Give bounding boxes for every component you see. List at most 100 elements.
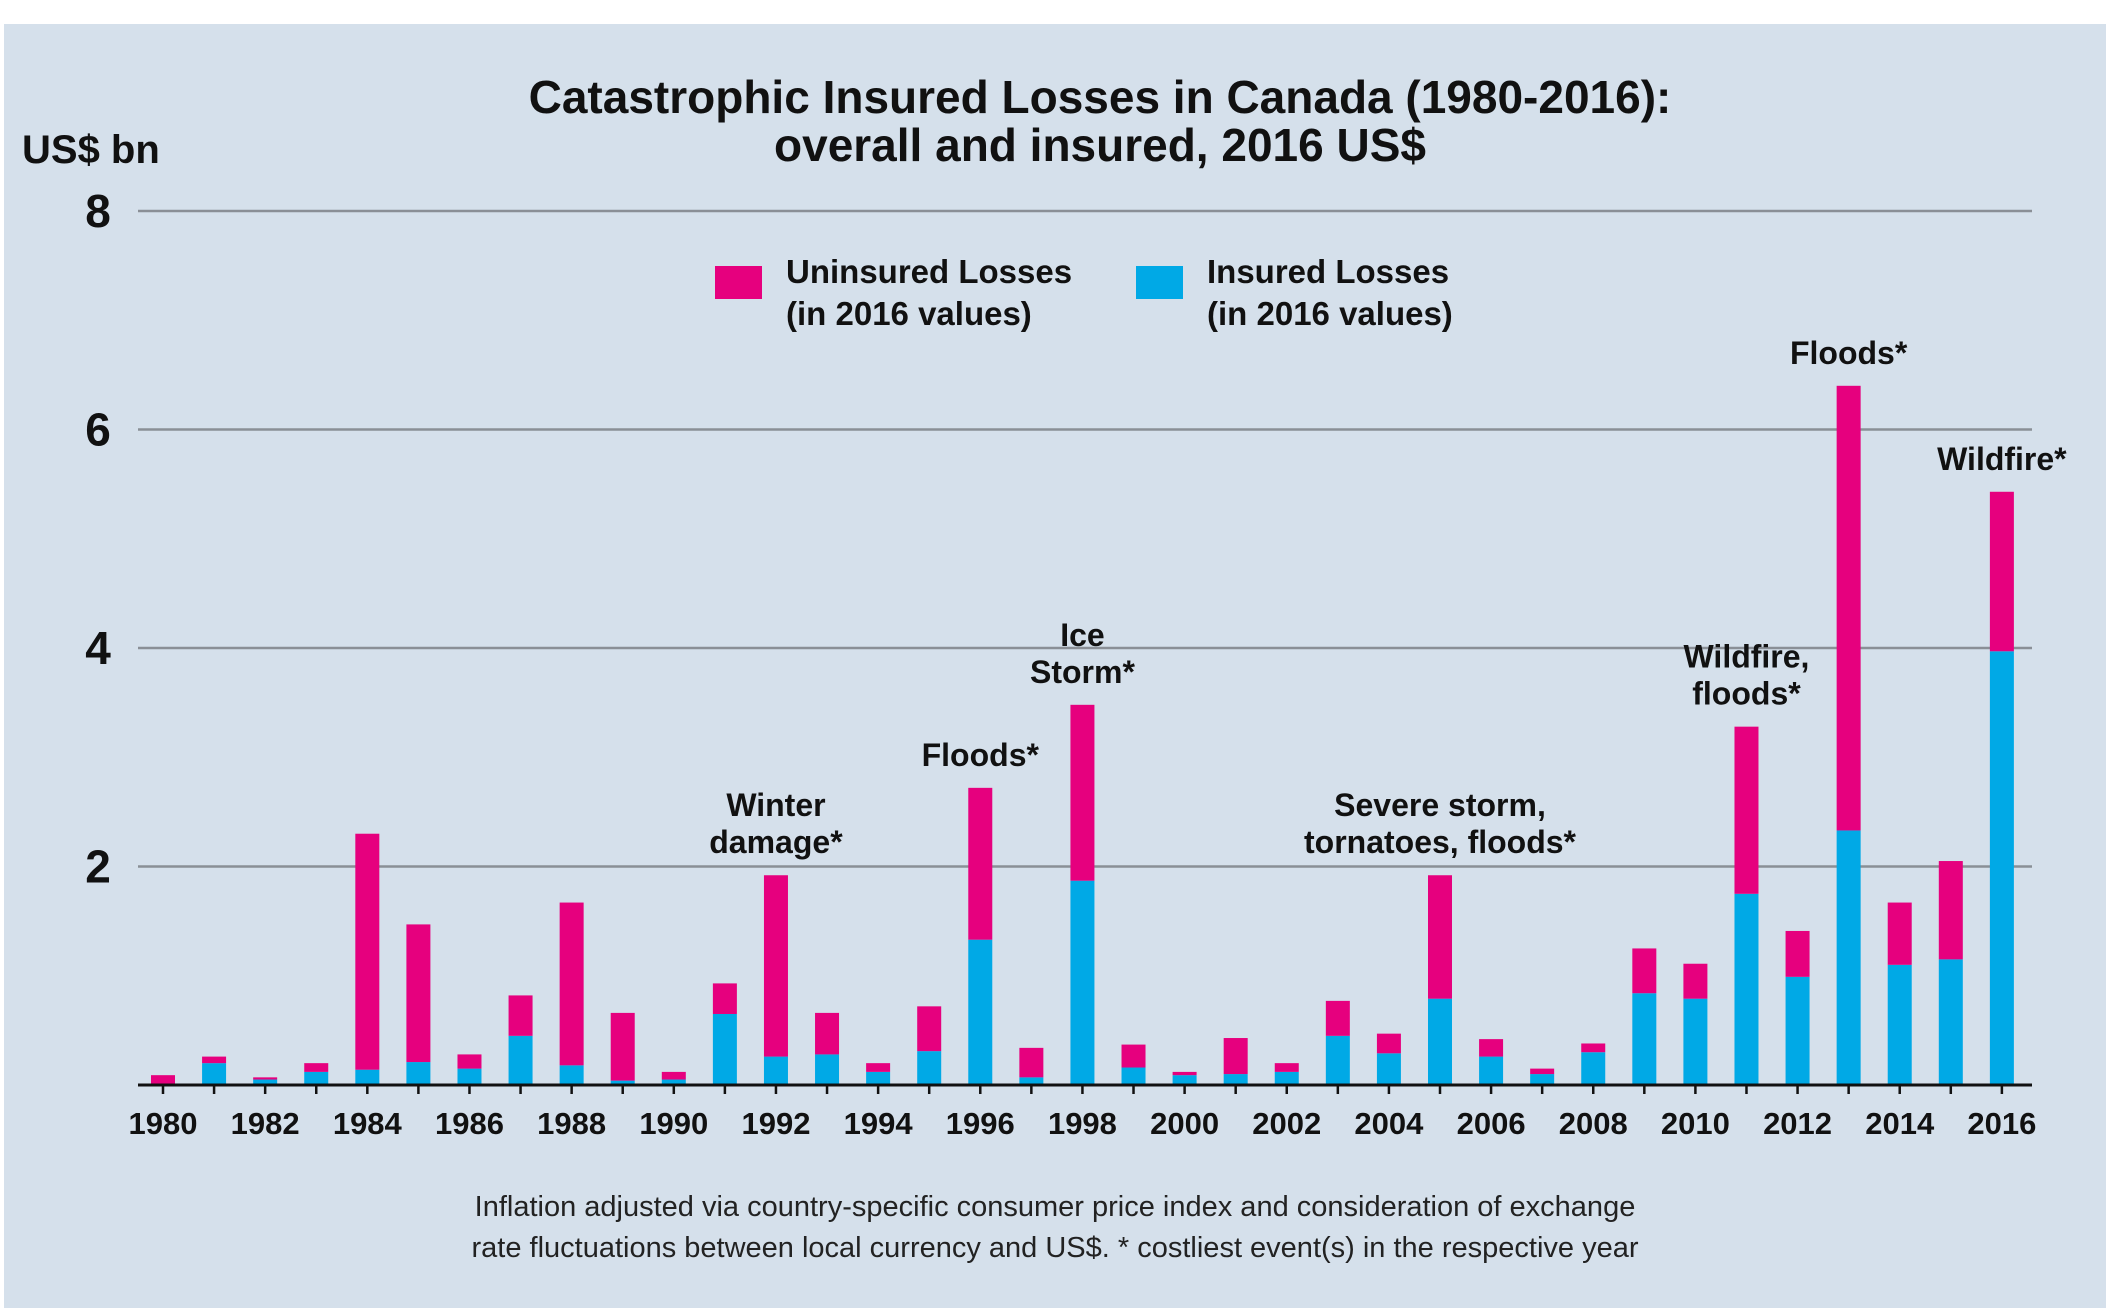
x-tick-label: 2006 <box>1457 1106 1526 1141</box>
bar-uninsured-2003 <box>1325 1000 1350 1036</box>
bar-uninsured-1985 <box>406 924 431 1063</box>
x-tick-label: 2000 <box>1150 1106 1219 1141</box>
chart-title-line1: Catastrophic Insured Losses in Canada (1… <box>529 71 1672 123</box>
bar-uninsured-2007 <box>1530 1068 1555 1075</box>
bar-insured-2016 <box>1989 651 2014 1085</box>
bar-insured-2012 <box>1785 976 1810 1085</box>
bar-uninsured-2009 <box>1632 948 1657 994</box>
annotation-1996: Floods* <box>922 737 1040 773</box>
bar-uninsured-2016 <box>1989 491 2014 652</box>
bar-uninsured-2006 <box>1479 1039 1504 1057</box>
bar-uninsured-1995 <box>917 1006 942 1052</box>
bar-insured-1987 <box>508 1035 533 1085</box>
annotation-1998: Ice <box>1060 617 1104 653</box>
footnote-line2: rate fluctuations between local currency… <box>471 1232 1638 1264</box>
x-axis: 1980 1982 1984 1986 1988 1990 1992 1994 1996 1998… <box>129 1083 2036 1141</box>
chart-title-line2: overall and insured, 2016 US$ <box>774 119 1426 171</box>
annotation-2011: floods* <box>1692 676 1801 712</box>
legend-label-uninsured-sub: (in 2016 values) <box>786 295 1032 332</box>
bar-insured-1985 <box>406 1062 431 1085</box>
bar-insured-1990 <box>661 1079 686 1085</box>
bar-uninsured-1991 <box>712 983 737 1014</box>
bar-uninsured-1987 <box>508 995 533 1036</box>
legend-label-uninsured: Uninsured Losses <box>786 253 1072 290</box>
bar-uninsured-2000 <box>1172 1071 1197 1076</box>
bar-insured-2008 <box>1581 1052 1606 1085</box>
bar-uninsured-1982 <box>253 1077 278 1080</box>
bar-uninsured-1996 <box>968 787 993 940</box>
x-tick-label: 1990 <box>639 1106 708 1141</box>
bar-uninsured-2004 <box>1376 1033 1401 1054</box>
bar-insured-2009 <box>1632 993 1657 1085</box>
bar-insured-1994 <box>866 1071 891 1085</box>
bar-uninsured-2015 <box>1938 861 1963 960</box>
bar-insured-2011 <box>1734 893 1759 1085</box>
bar-uninsured-2008 <box>1581 1043 1606 1053</box>
bar-insured-1981 <box>202 1063 227 1085</box>
y-tick-label: 6 <box>85 404 111 456</box>
annotation-2005: Severe storm, <box>1334 787 1546 823</box>
bar-uninsured-1993 <box>815 1012 840 1055</box>
x-tick-label: 1984 <box>333 1106 403 1141</box>
bar-insured-1997 <box>1019 1077 1044 1085</box>
x-tick-label: 1980 <box>129 1106 198 1141</box>
legend-swatch-insured <box>1136 266 1183 299</box>
bar-insured-2007 <box>1530 1074 1555 1085</box>
bar-uninsured-1997 <box>1019 1047 1044 1078</box>
x-tick-label: 2004 <box>1354 1106 1424 1141</box>
bar-insured-1983 <box>304 1071 329 1085</box>
bar-uninsured-1999 <box>1121 1044 1146 1068</box>
bars <box>151 385 2014 1085</box>
bar-uninsured-2011 <box>1734 726 1759 894</box>
y-tick-label: 2 <box>85 841 111 893</box>
annotation-2016: Wildfire* <box>1937 441 2067 477</box>
bar-uninsured-1990 <box>661 1071 686 1080</box>
bar-uninsured-2001 <box>1223 1038 1248 1075</box>
bar-insured-2010 <box>1683 998 1708 1085</box>
bar-insured-1996 <box>968 939 993 1085</box>
x-tick-label: 2014 <box>1865 1106 1935 1141</box>
legend: Uninsured Losses (in 2016 values) Insure… <box>715 253 1453 332</box>
bar-uninsured-1994 <box>866 1063 891 1072</box>
bar-insured-1986 <box>457 1068 482 1085</box>
annotation-1998: Storm* <box>1030 654 1135 690</box>
bar-uninsured-2005 <box>1428 875 1452 999</box>
x-tick-label: 1982 <box>231 1106 300 1141</box>
bar-insured-1991 <box>712 1013 737 1085</box>
bar-uninsured-2002 <box>1274 1063 1299 1072</box>
bar-insured-2005 <box>1428 998 1452 1085</box>
bar-uninsured-1989 <box>610 1012 635 1081</box>
bar-insured-2000 <box>1172 1075 1197 1085</box>
bar-insured-2013 <box>1836 830 1861 1085</box>
bar-insured-2003 <box>1325 1035 1350 1085</box>
bar-insured-1993 <box>815 1054 840 1085</box>
bar-insured-1989 <box>610 1080 635 1085</box>
bar-insured-2015 <box>1938 959 1963 1085</box>
bar-insured-1982 <box>253 1079 278 1085</box>
bar-insured-2004 <box>1376 1053 1401 1085</box>
bar-uninsured-2013 <box>1836 385 1861 831</box>
x-tick-label: 1998 <box>1048 1106 1117 1141</box>
x-tick-label: 2016 <box>1967 1106 2036 1141</box>
bar-uninsured-2012 <box>1785 930 1810 977</box>
x-tick-label: 1986 <box>435 1106 504 1141</box>
bar-insured-1992 <box>763 1056 788 1085</box>
x-tick-label: 1992 <box>741 1106 810 1141</box>
legend-label-insured: Insured Losses <box>1207 253 1449 290</box>
bar-insured-2001 <box>1223 1074 1248 1085</box>
bar-insured-1999 <box>1121 1067 1146 1085</box>
bar-insured-1998 <box>1070 880 1095 1085</box>
x-tick-label: 2008 <box>1559 1106 1628 1141</box>
chart-background <box>4 24 2106 1308</box>
x-tick-label: 1996 <box>946 1106 1015 1141</box>
annotation-2013: Floods* <box>1790 335 1908 371</box>
bar-insured-1984 <box>355 1069 380 1085</box>
x-tick-label: 1994 <box>844 1106 914 1141</box>
bar-uninsured-2010 <box>1683 963 1708 999</box>
y-tick-label: 8 <box>85 185 111 237</box>
x-tick-label: 1988 <box>537 1106 606 1141</box>
annotation-1992: damage* <box>709 824 843 860</box>
y-axis-label: US$ bn <box>22 128 160 172</box>
